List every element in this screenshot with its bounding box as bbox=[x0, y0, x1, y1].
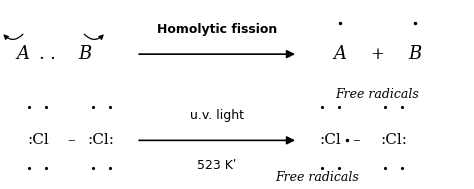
Text: :Cl:: :Cl: bbox=[88, 133, 115, 147]
Text: A: A bbox=[334, 45, 346, 63]
Text: u.v. light: u.v. light bbox=[190, 109, 244, 122]
Text: –: – bbox=[353, 133, 360, 147]
Text: +: + bbox=[371, 46, 384, 63]
Text: .: . bbox=[49, 45, 55, 63]
Text: A: A bbox=[16, 45, 29, 63]
Text: :Cl: :Cl bbox=[320, 133, 342, 147]
Text: Free radicals: Free radicals bbox=[336, 88, 419, 101]
Text: –: – bbox=[67, 133, 74, 147]
Text: :Cl: :Cl bbox=[27, 133, 49, 147]
Text: B: B bbox=[78, 45, 91, 63]
Text: 523 Kʹ: 523 Kʹ bbox=[197, 159, 237, 172]
Text: B: B bbox=[409, 45, 422, 63]
Text: Homolytic fission: Homolytic fission bbox=[157, 23, 277, 36]
Text: :Cl:: :Cl: bbox=[381, 133, 408, 147]
Text: Free radicals: Free radicals bbox=[275, 170, 358, 184]
Text: .: . bbox=[38, 45, 44, 63]
